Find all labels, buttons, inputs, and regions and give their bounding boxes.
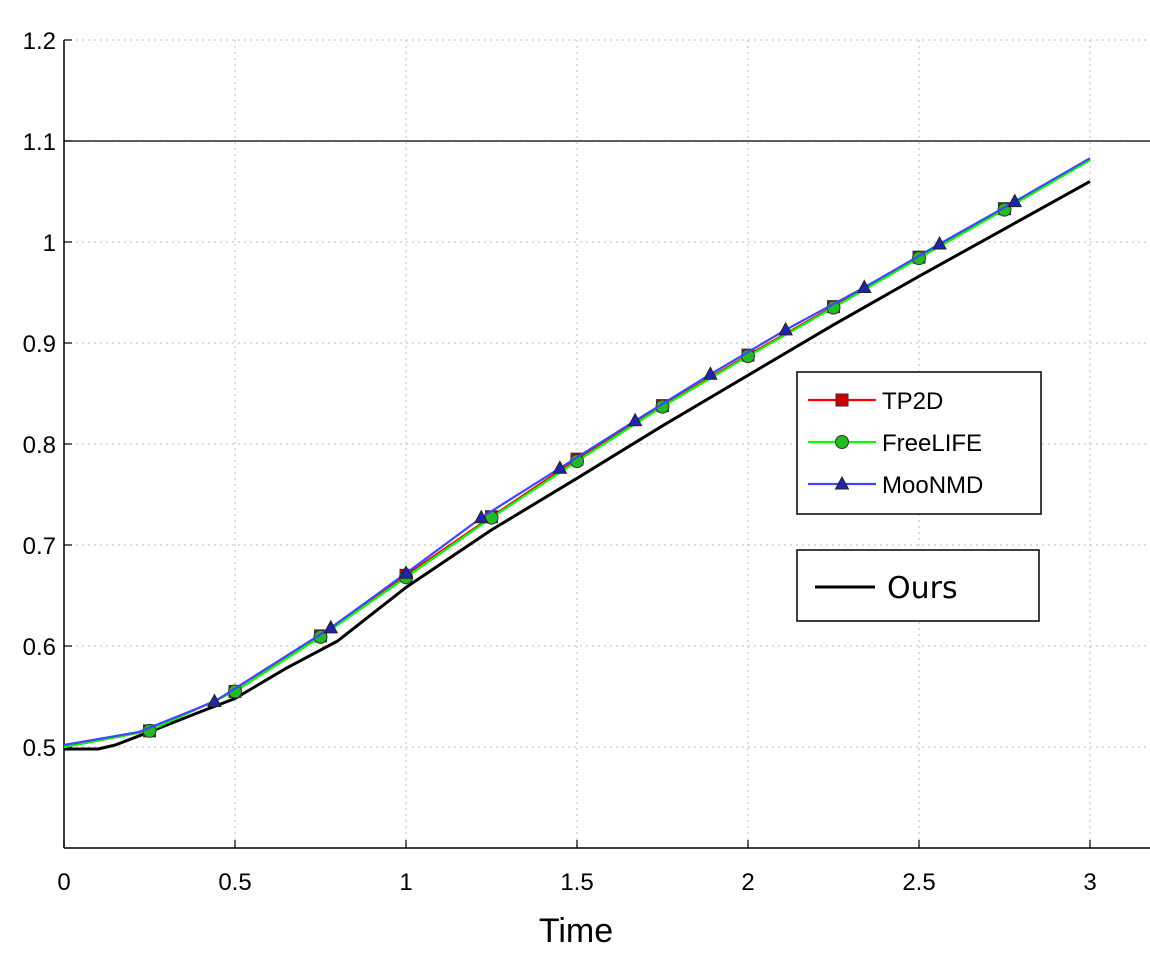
series-line-moonmd [63, 157, 1091, 747]
x-tick-label: 0 [57, 869, 70, 896]
legend-marker-freelife [835, 435, 849, 449]
x-tick-label: 3 [1083, 869, 1096, 896]
legend-label-freelife: FreeLIFE [882, 430, 982, 457]
legend-label-ours: Ours [887, 571, 958, 606]
legend-label-tp2d: TP2D [882, 388, 943, 415]
series-line-ours [64, 180, 1091, 751]
series-moonmd [63, 157, 1091, 747]
marker-moonmd [778, 321, 793, 336]
marker-moonmd [627, 412, 643, 427]
legend-marker-moonmd [834, 475, 850, 490]
legend-label-moonmd: MooNMD [882, 472, 983, 499]
marker-moonmd [323, 619, 339, 634]
y-tick-label: 1 [43, 230, 56, 257]
legend-secondary: Ours [796, 549, 1040, 622]
marker-moonmd [703, 366, 718, 380]
marker-moonmd [473, 509, 489, 524]
x-tick-label: 1 [399, 869, 412, 896]
marker-moonmd [932, 235, 947, 250]
marker-moonmd [207, 693, 222, 708]
ticks: 0 0.5 1 1.5 2 2.5 3 0.5 0.6 0.7 0.8 0.9 1 1.1 1.2 [23, 28, 1097, 896]
marker-moonmd [856, 279, 872, 293]
marker-freelife [313, 629, 328, 644]
x-tick-label: 1.5 [560, 869, 593, 896]
y-tick-label: 0.7 [23, 533, 56, 560]
y-tick-label: 0.5 [23, 735, 56, 762]
x-tick-label: 0.5 [218, 869, 251, 896]
x-tick-label: 2.5 [902, 869, 935, 896]
marker-moonmd [1007, 193, 1023, 208]
legend-marker-tp2d [835, 393, 849, 407]
y-tick-label: 1.2 [23, 28, 56, 55]
y-tick-label: 0.6 [23, 634, 56, 661]
x-tick-label: 2 [741, 869, 754, 896]
legend-main: TP2D FreeLIFE MooNMD [796, 371, 1042, 515]
series-freelife [63, 159, 1091, 749]
y-tick-label: 1.1 [23, 129, 56, 156]
x-axis-label: Time [539, 912, 613, 950]
y-tick-label: 0.8 [23, 432, 56, 459]
marker-moonmd [398, 565, 414, 579]
series-ours [64, 180, 1091, 751]
y-tick-label: 0.9 [23, 331, 56, 358]
marker-moonmd [552, 460, 568, 474]
series-group [63, 157, 1091, 751]
